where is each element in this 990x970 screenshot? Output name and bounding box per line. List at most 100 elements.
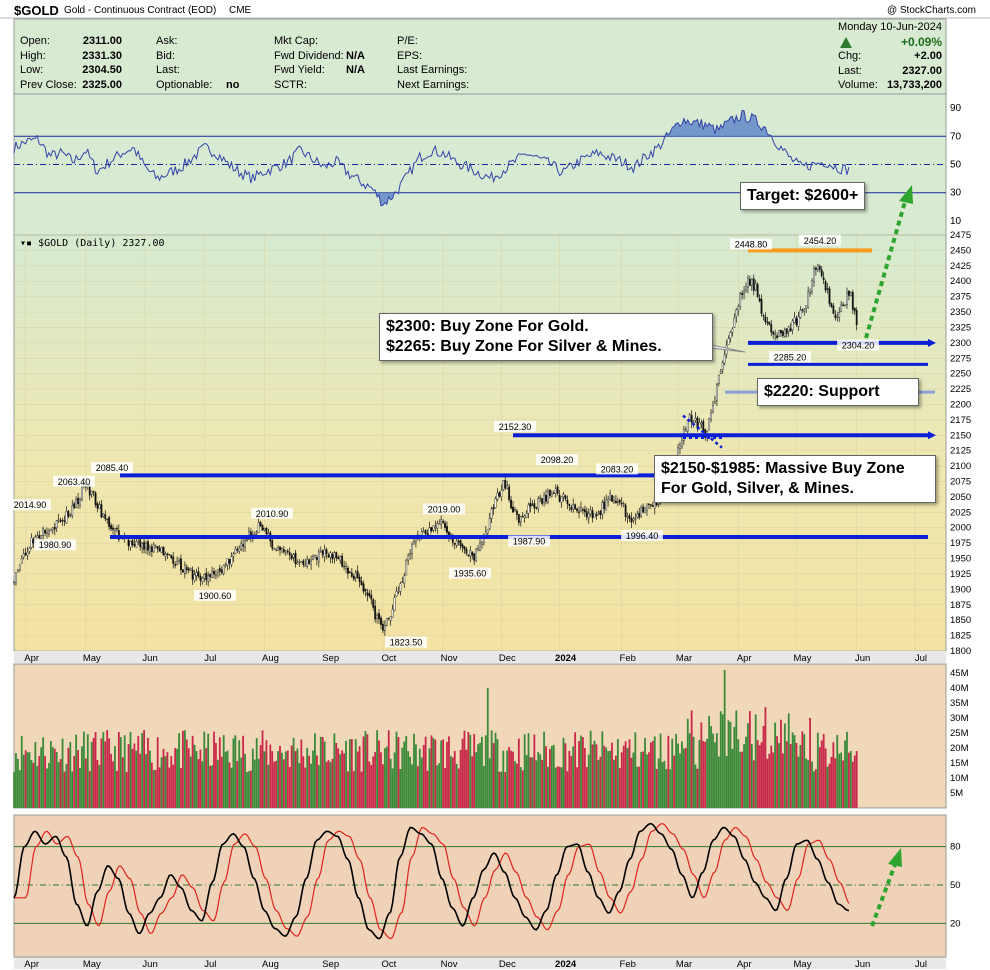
- volume-bar: [106, 730, 109, 808]
- candle-body: [498, 492, 501, 497]
- candle-body: [444, 522, 446, 528]
- candle-body: [92, 491, 95, 493]
- candle-body: [477, 548, 479, 550]
- date-tick: Apr: [737, 959, 752, 970]
- volume-bar: [298, 763, 301, 808]
- volume-bar: [815, 769, 817, 808]
- pct-change: +0.09%: [900, 34, 942, 49]
- annotation-bg: [385, 636, 427, 648]
- volume-bar: [127, 744, 130, 808]
- candle-body: [486, 529, 489, 534]
- candle-body: [591, 510, 594, 519]
- volume-bar: [316, 755, 318, 808]
- candle-body: [129, 541, 132, 548]
- volume-bar: [282, 759, 285, 808]
- volume-bar: [84, 758, 87, 808]
- candle-body: [325, 549, 328, 554]
- volume-bar: [160, 757, 163, 808]
- volume-bar: [238, 740, 241, 808]
- candle-body: [16, 570, 19, 573]
- candle-body: [370, 594, 373, 600]
- annotation-bg: [596, 463, 638, 475]
- candle-body: [774, 333, 777, 335]
- candle-body: [844, 305, 846, 307]
- volume-bar: [449, 756, 452, 808]
- volume-bar: [506, 750, 509, 808]
- volume-bar: [776, 736, 778, 808]
- volume-bar: [615, 755, 617, 808]
- candle-body: [69, 514, 72, 517]
- candle-body: [166, 553, 169, 555]
- price-tick: 2450: [950, 245, 971, 256]
- volume-bar: [110, 753, 112, 808]
- candle-body: [191, 569, 194, 580]
- wedge-line-1: [682, 414, 723, 449]
- volume-bar: [469, 734, 472, 808]
- candle-body: [296, 562, 299, 565]
- volume-bar: [737, 739, 740, 808]
- volume-bar: [778, 743, 780, 808]
- volume-bar: [378, 740, 380, 808]
- candle-body: [712, 405, 714, 412]
- candle-body: [838, 312, 841, 318]
- volume-bar: [630, 757, 633, 808]
- volume-bar: [754, 714, 757, 808]
- volume-bar: [259, 745, 262, 808]
- volume-tick: 45M: [950, 668, 969, 679]
- candle-body: [13, 581, 15, 583]
- candle-body: [764, 316, 767, 323]
- annotation-bg: [34, 539, 76, 551]
- candle-body: [512, 506, 514, 513]
- volume-bar: [232, 738, 235, 808]
- annotation-bg: [536, 454, 578, 466]
- candle-body: [758, 298, 761, 302]
- candle-body: [585, 511, 588, 518]
- candle-body: [209, 574, 212, 578]
- volume-bar: [475, 752, 478, 808]
- price-annotation: 2010.90: [256, 509, 289, 519]
- candle-body: [795, 318, 798, 325]
- level-arrowhead: [928, 431, 936, 440]
- candle-body: [170, 555, 173, 559]
- stoch-tick: 20: [950, 918, 961, 929]
- volume-bar: [585, 767, 588, 808]
- candle-body: [397, 591, 400, 593]
- candle-body: [813, 267, 815, 283]
- volume-bar: [665, 768, 668, 808]
- price-annotation: 2304.20: [842, 341, 875, 351]
- volume-bar: [63, 771, 66, 808]
- candle-body: [389, 616, 392, 621]
- date-tick: Apr: [737, 653, 752, 664]
- candle-body: [284, 550, 287, 553]
- volume-bar: [818, 747, 821, 808]
- volume-bar: [331, 758, 334, 808]
- candle-body: [98, 504, 101, 509]
- volume-bar: [576, 767, 578, 808]
- volume-bar: [422, 745, 425, 808]
- volume-bar: [828, 763, 831, 808]
- volume-bar: [152, 769, 155, 808]
- volume-bar: [139, 753, 142, 808]
- volume-bar: [123, 735, 126, 808]
- candle-body: [145, 543, 147, 549]
- candle-body: [321, 550, 324, 556]
- volume-bar: [428, 748, 431, 808]
- stoch-k-line: [13, 822, 850, 940]
- candle-body: [385, 618, 388, 626]
- volume-tick: 10M: [950, 773, 969, 784]
- candle-body: [15, 572, 17, 584]
- rsi-tick: 70: [950, 131, 962, 142]
- volume-bar: [220, 756, 223, 808]
- candle-body: [94, 492, 97, 506]
- date-tick: Jun: [855, 959, 870, 970]
- volume-bar: [570, 756, 573, 808]
- candle-body: [36, 535, 39, 538]
- candle-body: [205, 572, 208, 581]
- volume-bar: [164, 756, 167, 808]
- price-annotation: 2285.20: [774, 352, 807, 362]
- candle-body: [108, 517, 111, 527]
- candle-body: [294, 552, 297, 564]
- volume-bar: [760, 742, 763, 808]
- volume-bar: [57, 762, 60, 808]
- volume-bar: [176, 748, 178, 808]
